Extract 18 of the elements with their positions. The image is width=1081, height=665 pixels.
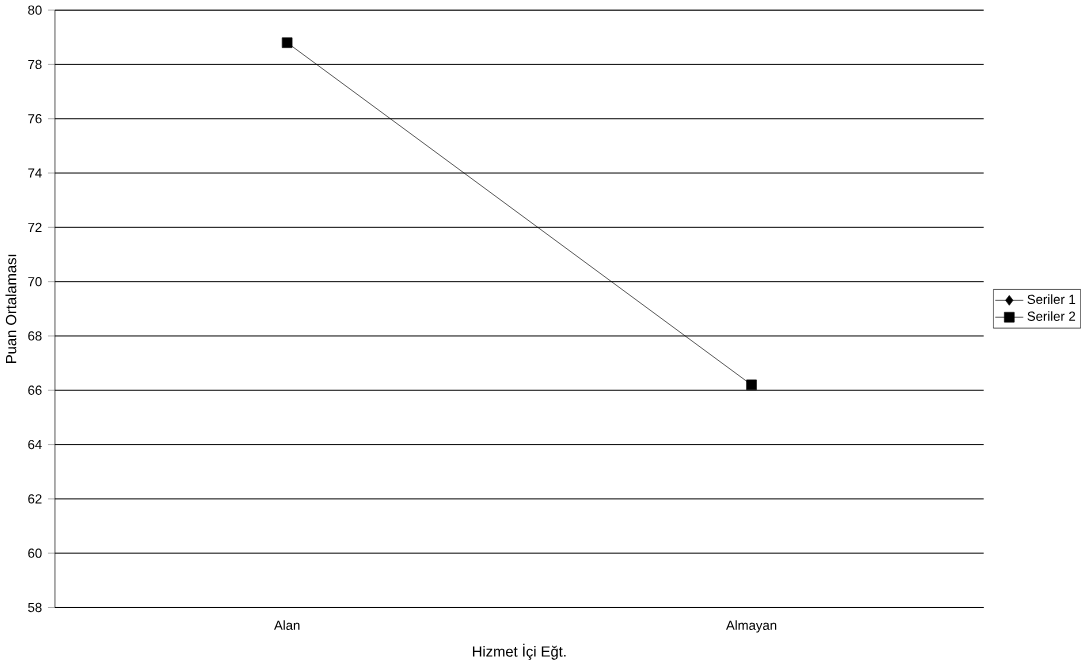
x-axis-title: Hizmet İçi Eğt.: [472, 643, 566, 660]
y-tick-label: 74: [28, 168, 42, 178]
y-tick-label: 80: [28, 5, 42, 15]
legend-label: Seriler 1: [1027, 294, 1076, 304]
y-tick-label: 58: [28, 602, 42, 613]
y-axis-title: Puan Ortalaması: [5, 254, 17, 363]
y-tick-label: 70: [28, 276, 42, 287]
y-tick-label: 62: [28, 494, 42, 504]
legend-label: Seriler 2: [1027, 311, 1076, 321]
y-tick-label: 60: [28, 548, 42, 558]
x-tick-label: Almayan: [726, 620, 777, 633]
y-tick-label: 72: [28, 222, 42, 232]
y-tick-label: 78: [28, 59, 42, 69]
x-tick-label: Alan: [274, 620, 300, 630]
y-tick-label: 64: [28, 439, 42, 450]
y-tick-label: 66: [28, 385, 42, 395]
y-tick-label: 76: [28, 113, 42, 124]
y-tick-label: 68: [28, 331, 42, 341]
